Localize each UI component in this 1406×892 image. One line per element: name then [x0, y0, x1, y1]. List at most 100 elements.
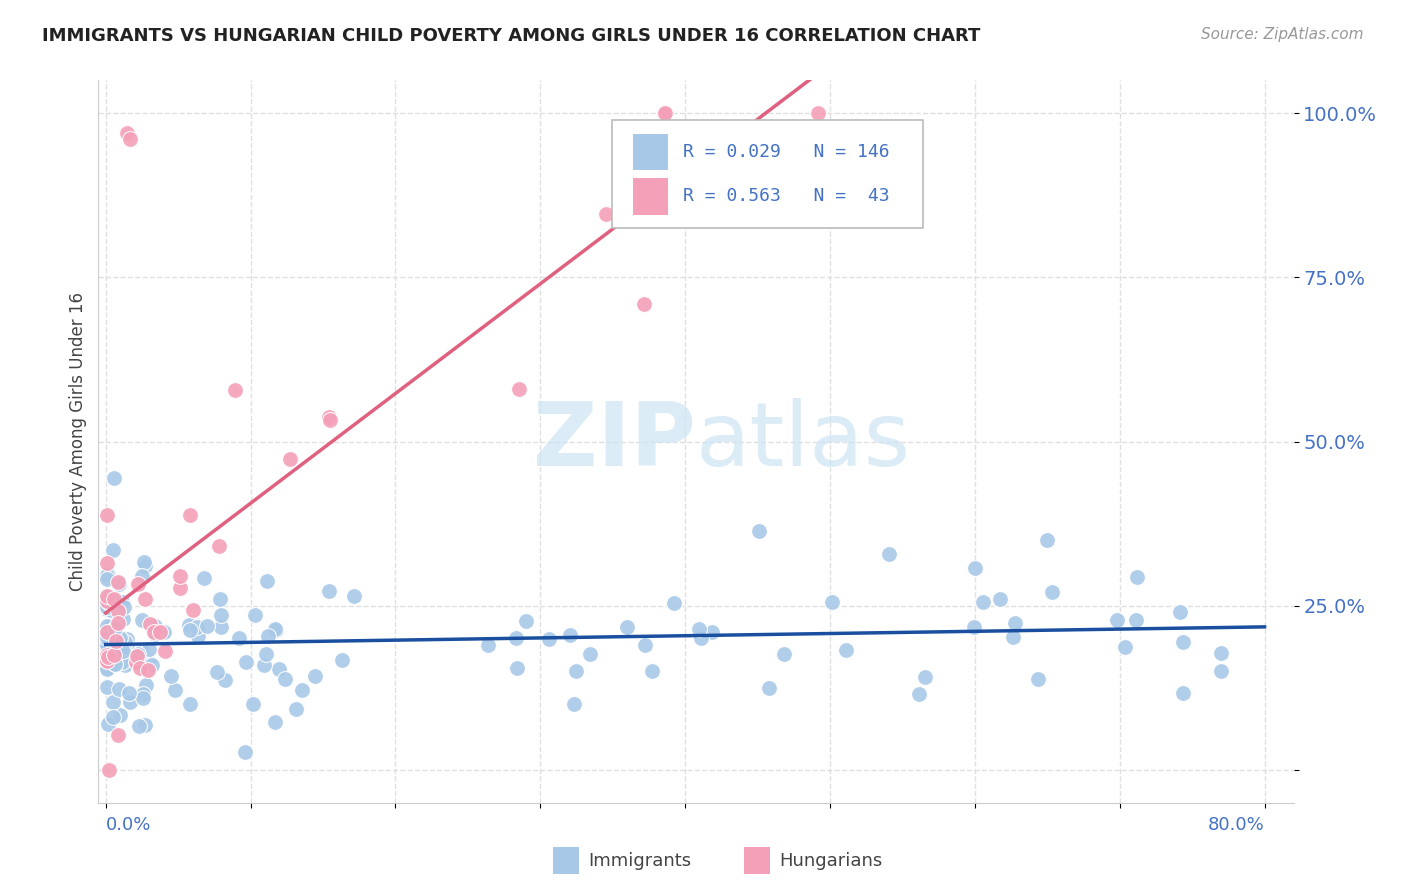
Point — [143, 625, 166, 640]
Text: Hungarians: Hungarians — [780, 852, 883, 870]
Point — [616, 620, 638, 634]
Point — [118, 696, 141, 710]
Point — [96, 600, 118, 615]
Point — [318, 584, 340, 599]
Point — [284, 702, 307, 716]
Point — [134, 559, 156, 574]
Y-axis label: Child Poverty Among Girls Under 16: Child Poverty Among Girls Under 16 — [69, 292, 87, 591]
Point — [131, 613, 153, 627]
Point — [97, 650, 120, 665]
Point — [963, 619, 986, 633]
Point — [179, 623, 201, 637]
Point — [125, 655, 148, 669]
Point — [100, 592, 122, 607]
Point — [103, 657, 125, 672]
Point — [515, 614, 537, 628]
Point — [1040, 585, 1063, 599]
Point — [821, 594, 844, 608]
Point — [127, 576, 149, 591]
Point — [134, 556, 156, 570]
Point — [103, 695, 125, 709]
Point — [115, 648, 138, 662]
Point — [1004, 615, 1026, 630]
Point — [165, 683, 187, 698]
Point — [96, 660, 118, 674]
Point — [103, 471, 125, 485]
Point — [96, 568, 118, 582]
Point — [96, 594, 118, 608]
Point — [104, 621, 127, 635]
Point — [114, 657, 136, 672]
Point — [197, 618, 219, 632]
Point — [108, 708, 131, 723]
Point — [143, 619, 166, 633]
Point — [748, 524, 770, 538]
Point — [97, 763, 120, 777]
Point — [652, 106, 675, 120]
Point — [96, 570, 118, 584]
Point — [96, 653, 118, 667]
Point — [97, 567, 120, 582]
Point — [107, 575, 129, 590]
Point — [169, 581, 191, 595]
Point — [208, 539, 231, 553]
Text: 80.0%: 80.0% — [1208, 816, 1264, 834]
Point — [634, 638, 657, 652]
Point — [235, 655, 257, 669]
Point — [1209, 664, 1232, 678]
Point — [111, 611, 134, 625]
Point — [274, 672, 297, 686]
Point — [193, 571, 215, 585]
Point — [654, 106, 676, 120]
Point — [278, 451, 301, 466]
Point — [242, 697, 264, 711]
Point — [120, 645, 142, 659]
Point — [1036, 533, 1059, 547]
Point — [111, 655, 134, 669]
Point — [224, 383, 246, 397]
Point — [179, 697, 201, 711]
Point — [179, 508, 201, 522]
Point — [228, 631, 250, 645]
Point — [155, 644, 177, 658]
Point — [269, 662, 291, 676]
Point — [256, 629, 278, 643]
Point — [186, 620, 208, 634]
Point — [131, 569, 153, 583]
Bar — [553, 847, 579, 874]
Point — [565, 664, 588, 678]
Point — [688, 622, 710, 636]
Point — [914, 670, 936, 684]
Point — [112, 647, 135, 661]
Point — [291, 683, 314, 698]
Point — [633, 296, 655, 310]
Point — [972, 595, 994, 609]
Point — [505, 661, 527, 675]
Point — [96, 622, 118, 636]
Point — [104, 657, 127, 671]
Point — [108, 577, 131, 591]
Point — [96, 662, 118, 676]
Text: R = 0.563   N =  43: R = 0.563 N = 43 — [683, 187, 890, 205]
Bar — [633, 178, 668, 214]
Point — [214, 673, 236, 687]
Point — [538, 632, 561, 647]
Text: atlas: atlas — [696, 398, 911, 485]
Point — [1026, 672, 1049, 686]
Point — [318, 413, 340, 427]
Point — [205, 665, 228, 679]
Point — [1171, 635, 1194, 649]
Point — [96, 619, 118, 633]
Point — [101, 542, 124, 557]
Point — [103, 710, 125, 724]
Point — [97, 660, 120, 674]
Point — [96, 602, 118, 616]
Point — [1125, 613, 1147, 627]
Point — [1002, 630, 1025, 644]
Point — [243, 608, 266, 623]
Point — [134, 591, 156, 606]
Point — [908, 687, 931, 701]
Point — [595, 207, 617, 221]
Point — [107, 728, 129, 742]
Point — [318, 410, 340, 425]
